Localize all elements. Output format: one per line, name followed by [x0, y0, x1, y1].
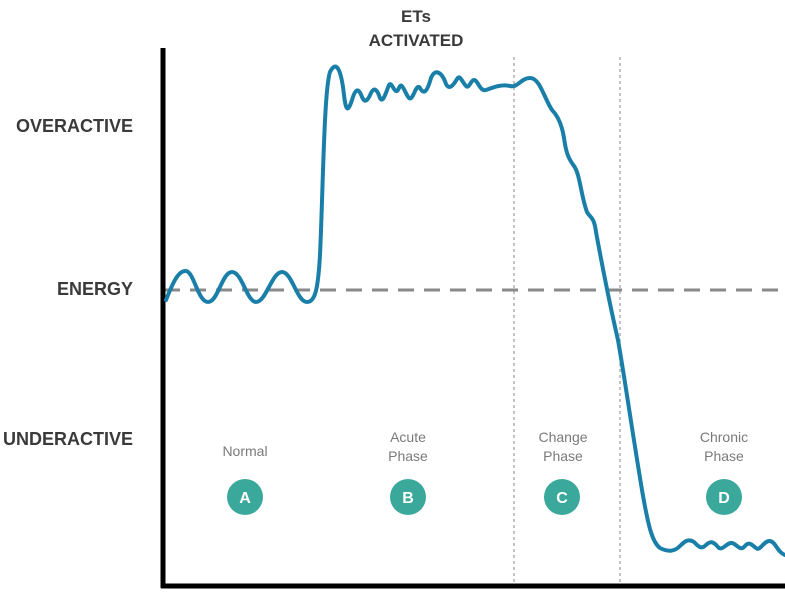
- y-label-underactive: UNDERACTIVE: [3, 429, 133, 449]
- phase-d-label-line2: Phase: [704, 448, 744, 464]
- phase-c-label-line1: Change: [538, 429, 587, 445]
- phase-b-badge: B: [390, 479, 426, 515]
- phase-c-label-line2: Phase: [543, 448, 583, 464]
- phase-a-badge-letter: A: [239, 490, 251, 507]
- phase-d-badge-letter: D: [718, 490, 730, 507]
- phase-d-badge-circle: [706, 479, 742, 515]
- phase-b-badge-circle: [390, 479, 426, 515]
- phase-a-badge-circle: [227, 479, 263, 515]
- energy-curve: [164, 64, 785, 557]
- title-line-1: ETs: [401, 7, 431, 26]
- title-line-2: ACTIVATED: [369, 31, 464, 50]
- phase-c-badge: C: [544, 479, 580, 515]
- phase-b-badge-letter: B: [402, 490, 414, 507]
- phase-b-label-line2: Phase: [388, 448, 428, 464]
- phase-a-badge: A: [227, 479, 263, 515]
- phase-d-badge: D: [706, 479, 742, 515]
- phase-c-badge-circle: [544, 479, 580, 515]
- phase-b-label-line1: Acute: [390, 429, 426, 445]
- phase-c-badge-letter: C: [556, 490, 568, 507]
- phase-a-label: Normal: [222, 443, 267, 459]
- y-label-energy: ENERGY: [57, 279, 133, 299]
- phase-d-label-line1: Chronic: [700, 429, 748, 445]
- y-label-overactive: OVERACTIVE: [16, 116, 133, 136]
